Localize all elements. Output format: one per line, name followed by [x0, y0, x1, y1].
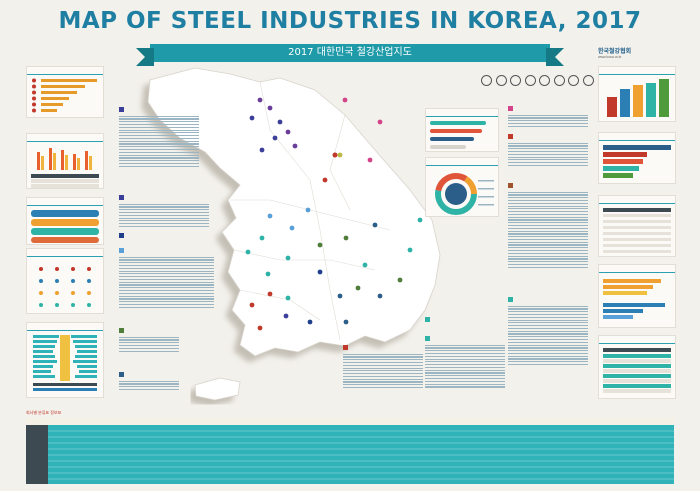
right-green-table	[603, 348, 671, 393]
left-panel-3	[26, 197, 104, 245]
right-panel-4	[598, 264, 676, 328]
poster-title: MAP OF STEEL INDUSTRIES IN KOREA, 2017	[58, 8, 642, 34]
category-icon	[539, 75, 550, 86]
bottom-table-title: 회사별 분류표 정보표	[26, 410, 62, 415]
left-bar-chart-1	[32, 78, 97, 113]
left-dot-grid	[39, 267, 91, 307]
left-panel-4	[26, 248, 104, 314]
category-icon	[481, 75, 492, 86]
category-icon	[582, 75, 594, 86]
category-icons	[481, 73, 597, 91]
right-panel-1	[598, 66, 676, 122]
right-bar-table	[603, 145, 671, 178]
matrix-grid	[48, 430, 674, 480]
center-bar-widget	[425, 108, 499, 152]
right-panel-5	[598, 335, 676, 399]
right-horizontal-bars	[603, 279, 665, 319]
right-panel-2	[598, 132, 676, 184]
category-icon	[553, 75, 565, 86]
right-panel-3	[598, 195, 676, 257]
logo-url: www.kosa.or.kr	[598, 55, 622, 59]
company-pins	[245, 97, 423, 331]
left-column-chart	[31, 148, 99, 188]
category-icon	[510, 75, 521, 86]
category-icon	[568, 75, 579, 86]
left-panel-5	[26, 322, 104, 398]
company-matrix-table	[26, 418, 674, 484]
poster-subtitle: 2017 대한민국 철강산업지도	[136, 44, 564, 66]
left-panel-2	[26, 133, 104, 189]
left-symmetric-chart	[33, 335, 97, 391]
korea-map	[147, 67, 441, 401]
category-icon	[524, 75, 536, 86]
category-icon	[495, 75, 507, 86]
center-donut-chart	[435, 173, 494, 215]
left-panel-1	[26, 66, 104, 118]
association-logo: 한국철강협회 www.kosa.or.kr	[598, 46, 631, 59]
right-column-chart	[607, 79, 669, 117]
left-color-table	[31, 210, 99, 243]
right-table	[603, 208, 671, 253]
center-horizontal-bars	[430, 121, 486, 149]
center-donut-widget	[425, 157, 499, 217]
logo-name: 한국철강협회	[598, 49, 632, 55]
